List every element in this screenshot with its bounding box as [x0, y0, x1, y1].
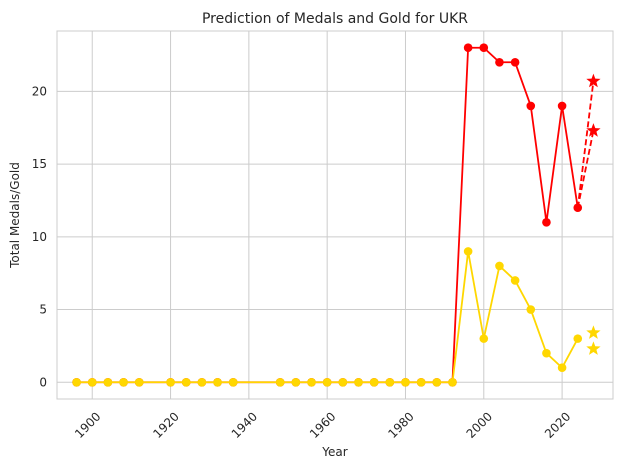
data-point — [228, 377, 238, 387]
data-point — [557, 101, 567, 111]
data-point — [166, 377, 175, 387]
prediction-star — [586, 73, 601, 88]
data-point — [479, 43, 489, 53]
data-point — [354, 377, 363, 387]
x-axis-label: Year — [321, 445, 347, 459]
data-point — [369, 377, 379, 387]
data-point — [385, 377, 395, 387]
data-point — [463, 43, 473, 53]
data-point — [557, 363, 567, 373]
data-point — [463, 247, 473, 256]
y-tick-label: 0 — [39, 375, 47, 389]
plot-frame — [56, 30, 614, 400]
y-axis-label: Total Medals/Gold — [8, 162, 22, 269]
x-tick-label: 1980 — [385, 409, 416, 440]
x-tick-labels: 1900 1920 1940 1960 1980 2000 2020 — [72, 409, 573, 440]
data-point — [542, 217, 551, 227]
series-layer — [72, 43, 601, 387]
chart-title: Prediction of Medals and Gold for UKR — [202, 11, 468, 27]
data-point — [526, 305, 536, 314]
prediction-line — [576, 130, 595, 208]
data-point — [87, 377, 97, 387]
plot-background — [57, 31, 613, 399]
data-point — [432, 377, 442, 387]
y-tick-label: 5 — [39, 303, 47, 317]
data-point — [275, 377, 285, 387]
x-tick-label: 1900 — [72, 409, 103, 440]
data-point — [542, 348, 551, 358]
data-point — [495, 57, 504, 67]
prediction-star — [586, 325, 601, 339]
data-point — [291, 377, 301, 387]
x-tick-label: 2020 — [542, 409, 573, 440]
data-point — [322, 377, 332, 387]
data-point — [103, 377, 113, 387]
prediction-star — [586, 341, 601, 355]
data-point — [448, 377, 457, 387]
data-point — [479, 334, 489, 343]
x-tick-label: 2000 — [464, 409, 495, 440]
data-point — [510, 57, 520, 67]
y-tick-labels: 0 5 10 15 20 — [32, 84, 47, 389]
data-point — [526, 101, 536, 111]
x-tick-label: 1960 — [307, 409, 338, 440]
data-point — [401, 377, 410, 387]
x-tick-label: 1940 — [229, 409, 260, 440]
series-gold_medals — [72, 247, 583, 387]
grid — [57, 31, 613, 399]
series-gold_medals_prediction — [586, 325, 601, 355]
data-point — [495, 261, 504, 271]
data-point — [416, 377, 426, 387]
data-point — [72, 377, 81, 387]
y-tick-label: 10 — [32, 230, 47, 244]
data-point — [338, 377, 348, 387]
prediction-star — [586, 123, 601, 137]
data-point — [510, 276, 520, 285]
x-tick-label: 1920 — [150, 409, 181, 440]
y-tick-label: 20 — [32, 84, 47, 98]
data-point — [134, 377, 144, 387]
data-point — [213, 377, 222, 387]
series-total_medals_prediction — [576, 73, 601, 208]
data-point — [181, 377, 191, 387]
data-point — [573, 334, 583, 343]
data-point — [119, 377, 128, 387]
y-tick-label: 15 — [32, 157, 47, 171]
prediction-line — [576, 81, 595, 208]
data-point — [307, 377, 316, 387]
data-point — [197, 377, 207, 387]
